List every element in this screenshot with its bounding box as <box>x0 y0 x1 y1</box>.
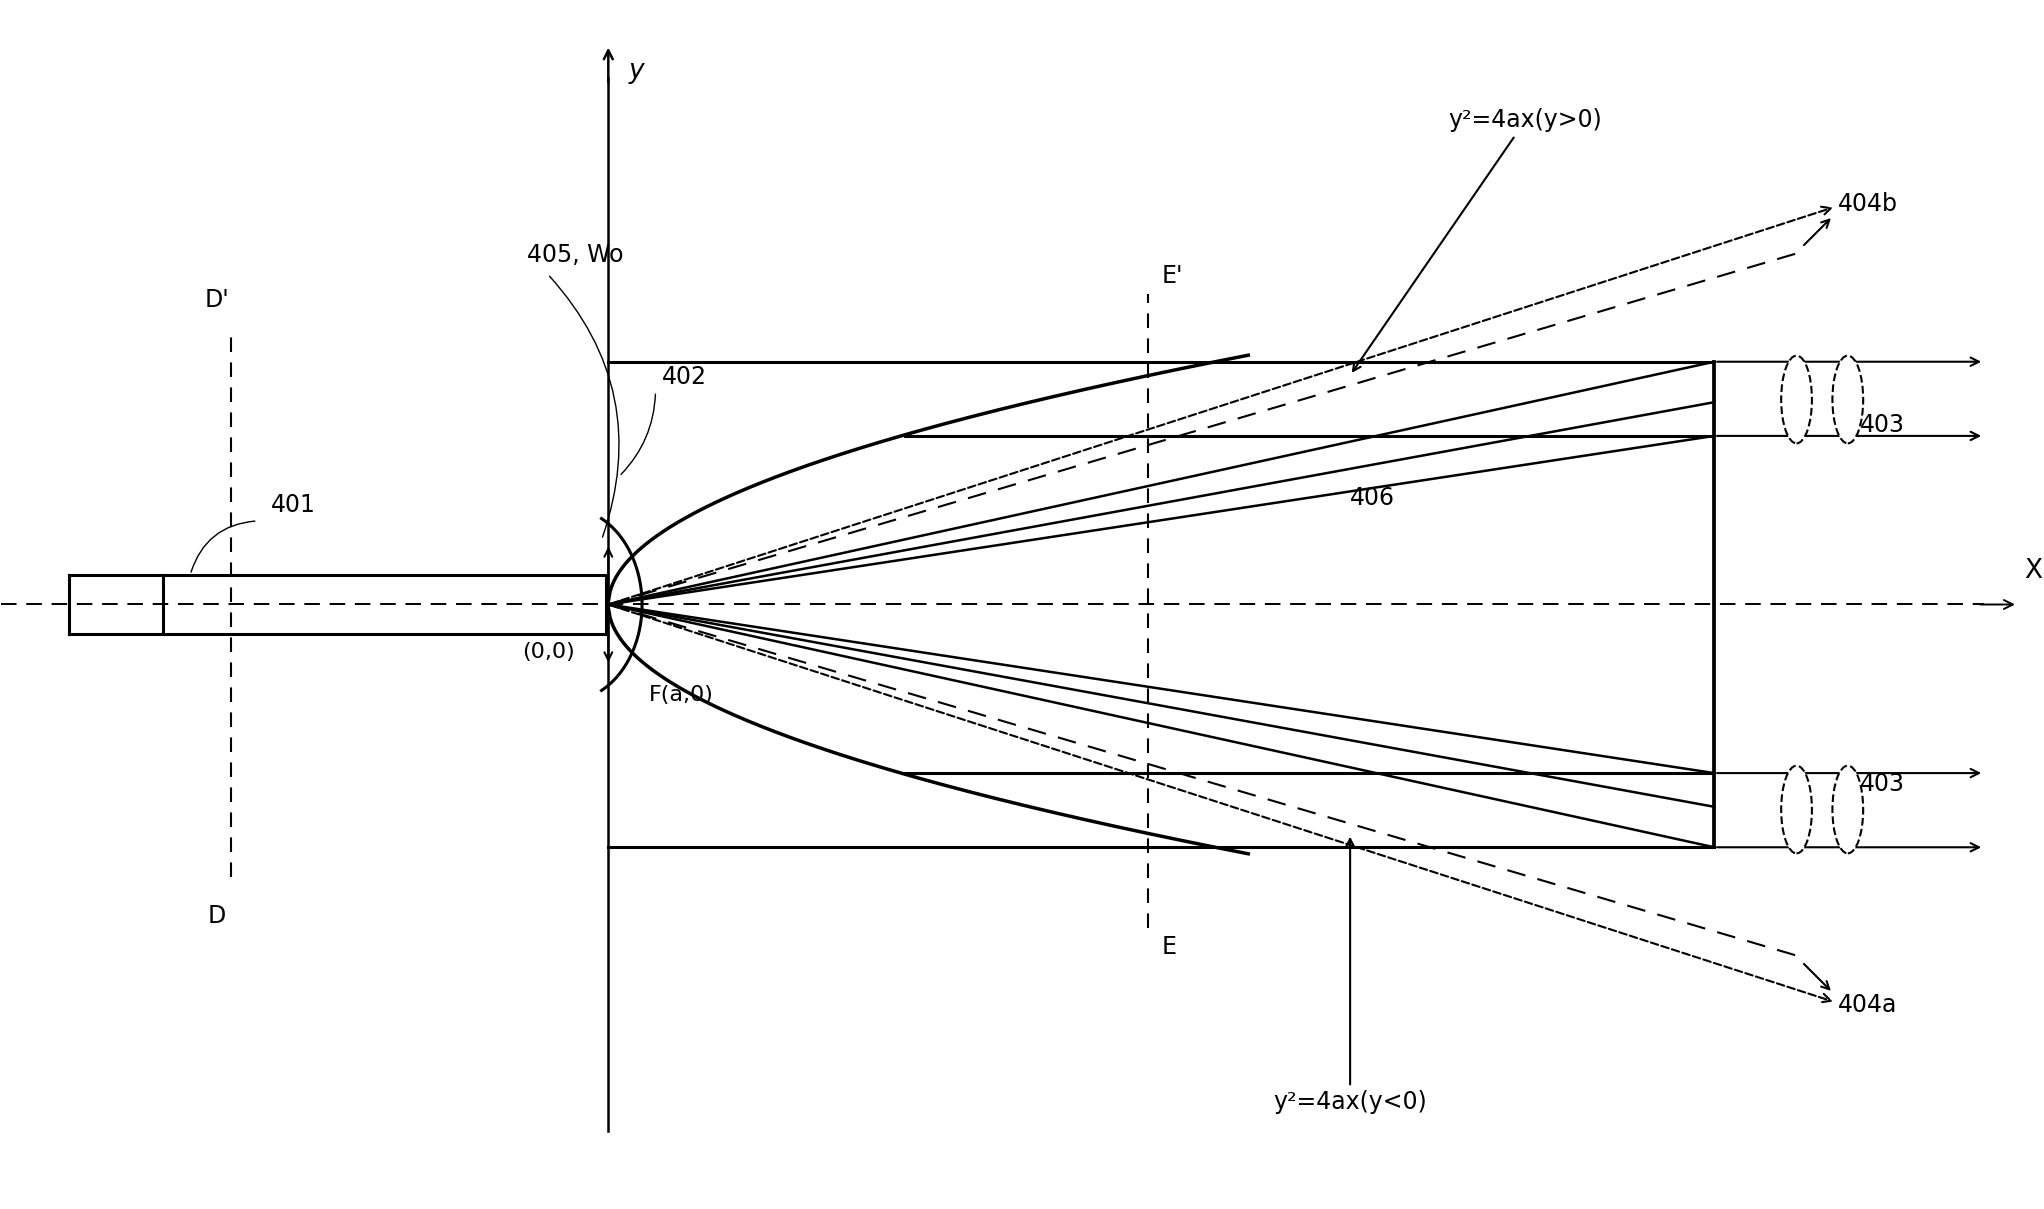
Text: 403: 403 <box>1860 773 1905 796</box>
Text: (0,0): (0,0) <box>521 642 574 663</box>
Text: y: y <box>630 58 644 85</box>
Text: 404a: 404a <box>1838 993 1897 1017</box>
Text: 401: 401 <box>272 493 317 516</box>
Text: 406: 406 <box>1351 486 1396 510</box>
Text: 402: 402 <box>662 365 707 389</box>
Text: E': E' <box>1161 264 1183 288</box>
Text: 405, Wo: 405, Wo <box>527 243 623 267</box>
Text: F(a,0): F(a,0) <box>648 686 713 705</box>
Ellipse shape <box>1780 355 1811 444</box>
Ellipse shape <box>1831 355 1864 444</box>
Text: 404b: 404b <box>1838 192 1899 216</box>
Text: y²=4ax(y<0): y²=4ax(y<0) <box>1273 839 1427 1113</box>
Ellipse shape <box>1831 765 1864 854</box>
Text: X: X <box>2024 559 2042 584</box>
Text: y²=4ax(y>0): y²=4ax(y>0) <box>1353 109 1602 371</box>
Text: D': D' <box>204 288 229 312</box>
Text: 403: 403 <box>1860 413 1905 436</box>
Ellipse shape <box>1780 765 1811 854</box>
Text: D: D <box>208 904 227 929</box>
Text: E: E <box>1161 935 1175 959</box>
